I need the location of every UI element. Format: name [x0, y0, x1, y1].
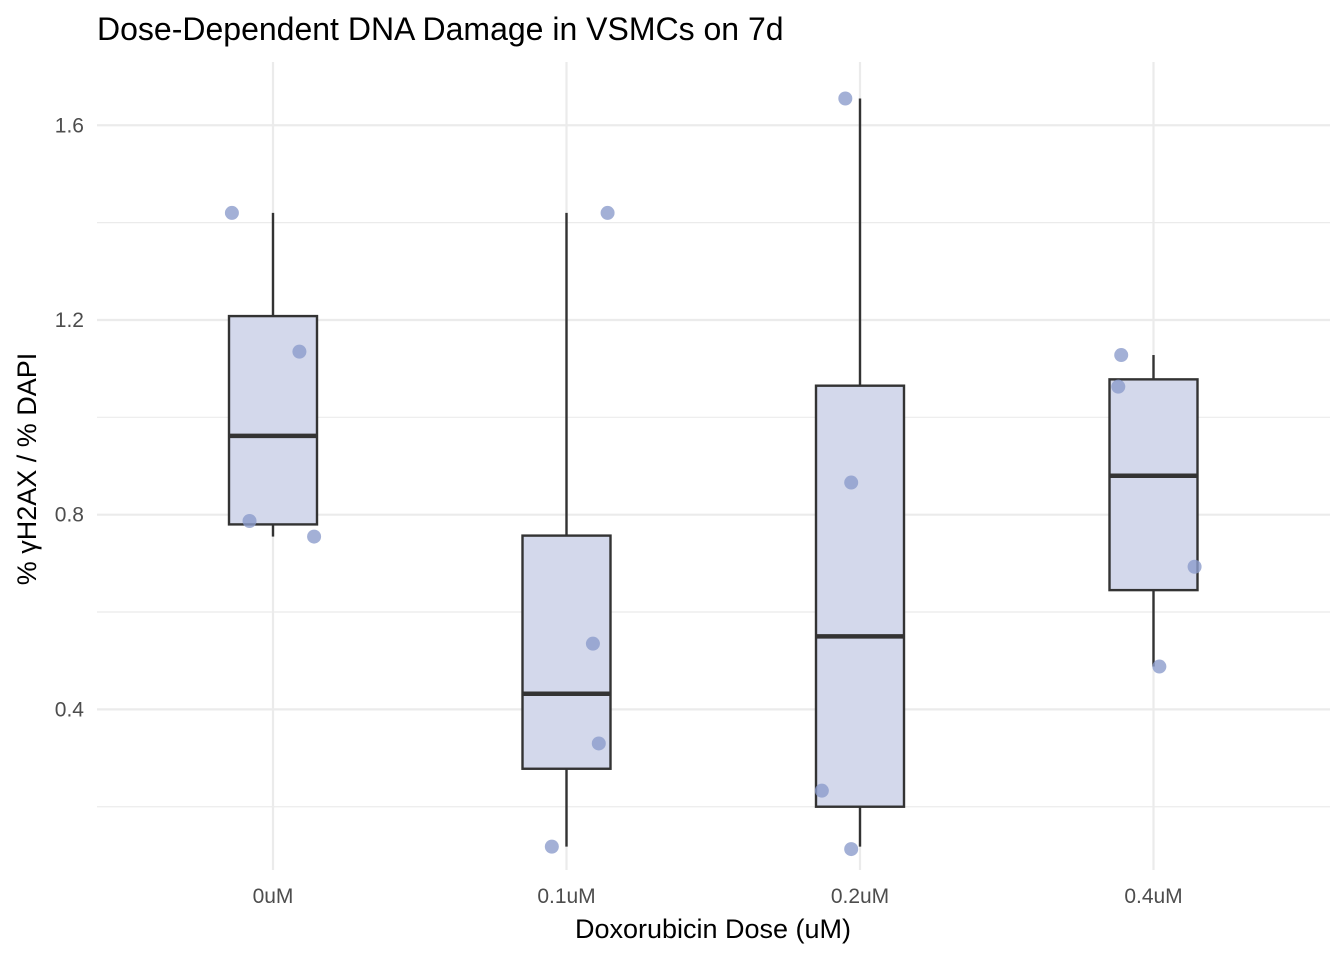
data-point — [814, 783, 829, 798]
data-point — [1187, 559, 1202, 574]
data-point — [844, 842, 859, 857]
x-axis-title: Doxorubicin Dose (uM) — [575, 914, 851, 944]
x-tick-label: 0.4uM — [1124, 885, 1182, 908]
box-0.2uM — [814, 98, 906, 847]
x-axis-ticks: 0uM 0.1uM 0.2uM 0.4uM — [253, 885, 1183, 908]
x-tick-label: 0uM — [253, 885, 294, 908]
data-point — [224, 205, 239, 220]
data-point — [585, 636, 600, 651]
data-point — [307, 529, 322, 544]
data-point — [242, 514, 257, 529]
y-axis-title: % γH2AX / % DAPI — [12, 353, 42, 586]
data-point — [544, 839, 559, 854]
box-0.4uM — [1108, 355, 1199, 667]
y-tick-label: 0.4 — [55, 698, 85, 721]
data-point — [1114, 348, 1129, 363]
data-point — [292, 344, 307, 359]
data-points — [224, 91, 1202, 857]
box-0.1uM — [521, 212, 612, 847]
box-iqr — [814, 384, 906, 808]
y-tick-label: 1.6 — [55, 114, 84, 137]
box-0uM — [227, 212, 319, 537]
data-point — [591, 736, 606, 751]
x-tick-label: 0.1uM — [537, 885, 595, 908]
data-point — [1111, 379, 1126, 394]
data-point — [600, 205, 615, 220]
y-tick-label: 0.8 — [55, 504, 84, 527]
y-axis-ticks: 0.4 0.8 1.2 1.6 — [55, 114, 85, 721]
box-series — [227, 98, 1199, 847]
box-iqr — [521, 534, 612, 770]
y-tick-label: 1.2 — [55, 309, 84, 332]
data-point — [844, 475, 859, 490]
box-iqr — [1108, 378, 1199, 592]
chart-title: Dose-Dependent DNA Damage in VSMCs on 7d — [97, 11, 784, 47]
x-tick-label: 0.2uM — [831, 885, 889, 908]
data-point — [1152, 659, 1167, 674]
data-point — [838, 91, 853, 106]
